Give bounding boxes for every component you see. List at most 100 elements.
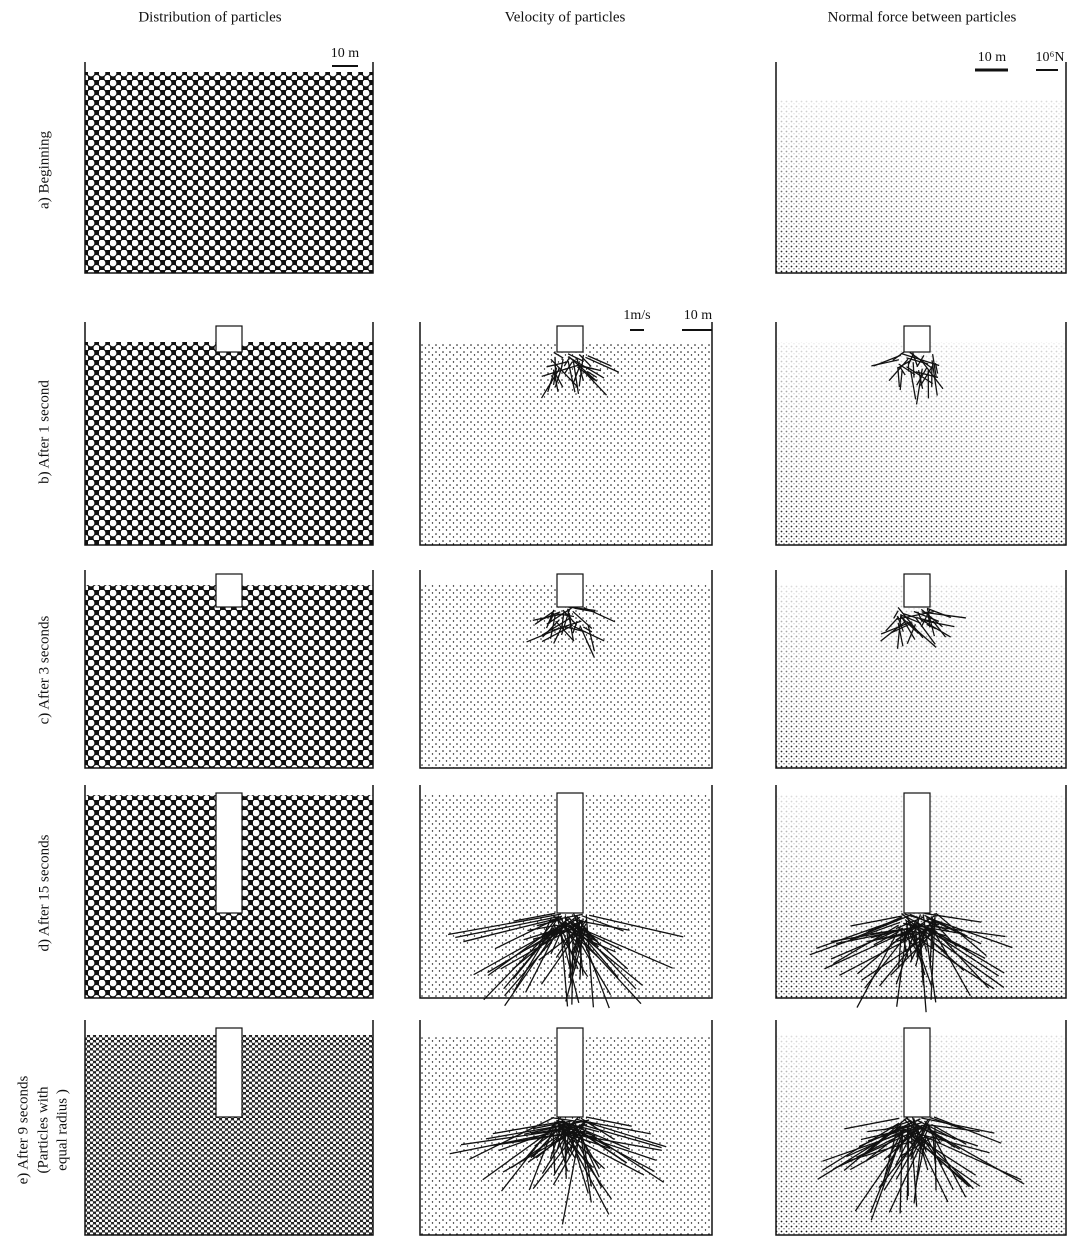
container xyxy=(84,62,374,274)
vector xyxy=(570,1123,577,1152)
vector xyxy=(570,1123,631,1150)
vector xyxy=(574,931,642,1005)
container xyxy=(775,62,1067,274)
vector xyxy=(917,611,923,623)
vector xyxy=(885,616,900,632)
scale-label: 10⁶N xyxy=(1036,50,1065,65)
vector xyxy=(564,1122,571,1164)
intruder xyxy=(215,792,243,914)
vector xyxy=(934,1127,937,1191)
vector xyxy=(553,625,563,644)
vector xyxy=(870,1134,903,1221)
vector xyxy=(512,915,578,970)
vector xyxy=(567,353,585,362)
vector xyxy=(897,622,904,647)
vector xyxy=(494,915,563,950)
vector xyxy=(906,620,937,648)
vector xyxy=(920,927,1005,988)
vector xyxy=(504,925,565,997)
vector xyxy=(914,616,936,645)
shade xyxy=(776,585,1066,768)
vector xyxy=(554,1128,645,1176)
intruder xyxy=(903,1027,931,1118)
vector xyxy=(924,912,982,923)
vector xyxy=(571,922,619,979)
vector xyxy=(576,366,596,381)
vector xyxy=(504,927,559,1007)
vector xyxy=(899,1135,904,1214)
vector xyxy=(522,1116,562,1162)
container xyxy=(84,322,374,546)
shade xyxy=(776,100,1066,273)
vector xyxy=(912,362,915,378)
vector xyxy=(865,1124,902,1155)
vector xyxy=(585,1116,632,1127)
scale-label: 10 m xyxy=(331,46,360,61)
column-header: Velocity of particles xyxy=(505,9,626,25)
vector xyxy=(907,353,914,365)
vector xyxy=(468,1116,555,1160)
vector xyxy=(555,612,575,618)
vector xyxy=(920,359,944,390)
vector xyxy=(560,932,569,1007)
container xyxy=(84,1020,374,1236)
vector xyxy=(881,1124,899,1187)
vector xyxy=(580,1117,615,1140)
vector xyxy=(523,1119,590,1135)
vector xyxy=(888,1124,931,1213)
vector xyxy=(904,913,940,926)
vector xyxy=(540,368,561,399)
vector xyxy=(568,356,598,382)
panel xyxy=(419,785,713,1009)
vector xyxy=(873,931,899,946)
intruder xyxy=(215,325,243,353)
panel xyxy=(775,570,1067,769)
intruder xyxy=(556,1027,584,1118)
container xyxy=(419,322,713,546)
vector xyxy=(527,925,555,932)
vector xyxy=(857,922,918,975)
vector xyxy=(867,916,903,933)
vector xyxy=(919,365,934,386)
row-label: equal radius ) xyxy=(54,1089,70,1171)
intruder xyxy=(556,573,584,608)
container xyxy=(84,785,374,999)
vector xyxy=(924,1136,1022,1181)
vector xyxy=(455,915,560,939)
vector xyxy=(912,1135,970,1188)
panel xyxy=(419,322,713,546)
vector xyxy=(836,926,917,945)
scale-label: 10 m xyxy=(684,308,713,323)
vector xyxy=(924,620,955,628)
vector xyxy=(503,930,554,990)
vector xyxy=(901,913,969,952)
vector xyxy=(899,369,903,391)
container xyxy=(419,570,713,769)
vector xyxy=(920,608,931,628)
vector xyxy=(587,624,596,652)
vector xyxy=(921,611,966,619)
particles xyxy=(85,342,373,545)
vector xyxy=(580,1135,592,1203)
vector xyxy=(582,626,593,633)
vector xyxy=(911,929,933,988)
vector xyxy=(485,1123,569,1140)
vector xyxy=(510,1136,558,1169)
vector xyxy=(573,1120,600,1178)
vector xyxy=(928,1128,979,1147)
vector xyxy=(926,916,1013,949)
vector xyxy=(873,354,902,367)
vector xyxy=(585,356,620,373)
vector xyxy=(912,352,919,367)
vector xyxy=(833,1125,926,1170)
panel xyxy=(84,570,374,769)
vector xyxy=(520,920,582,953)
intruder xyxy=(903,573,931,608)
vector xyxy=(856,1134,902,1158)
vector xyxy=(574,607,596,613)
row-label: c) After 3 seconds xyxy=(36,615,52,724)
vector xyxy=(498,1120,582,1152)
vector xyxy=(541,364,580,377)
container xyxy=(775,785,1067,999)
column-header: Distribution of particles xyxy=(138,9,281,25)
